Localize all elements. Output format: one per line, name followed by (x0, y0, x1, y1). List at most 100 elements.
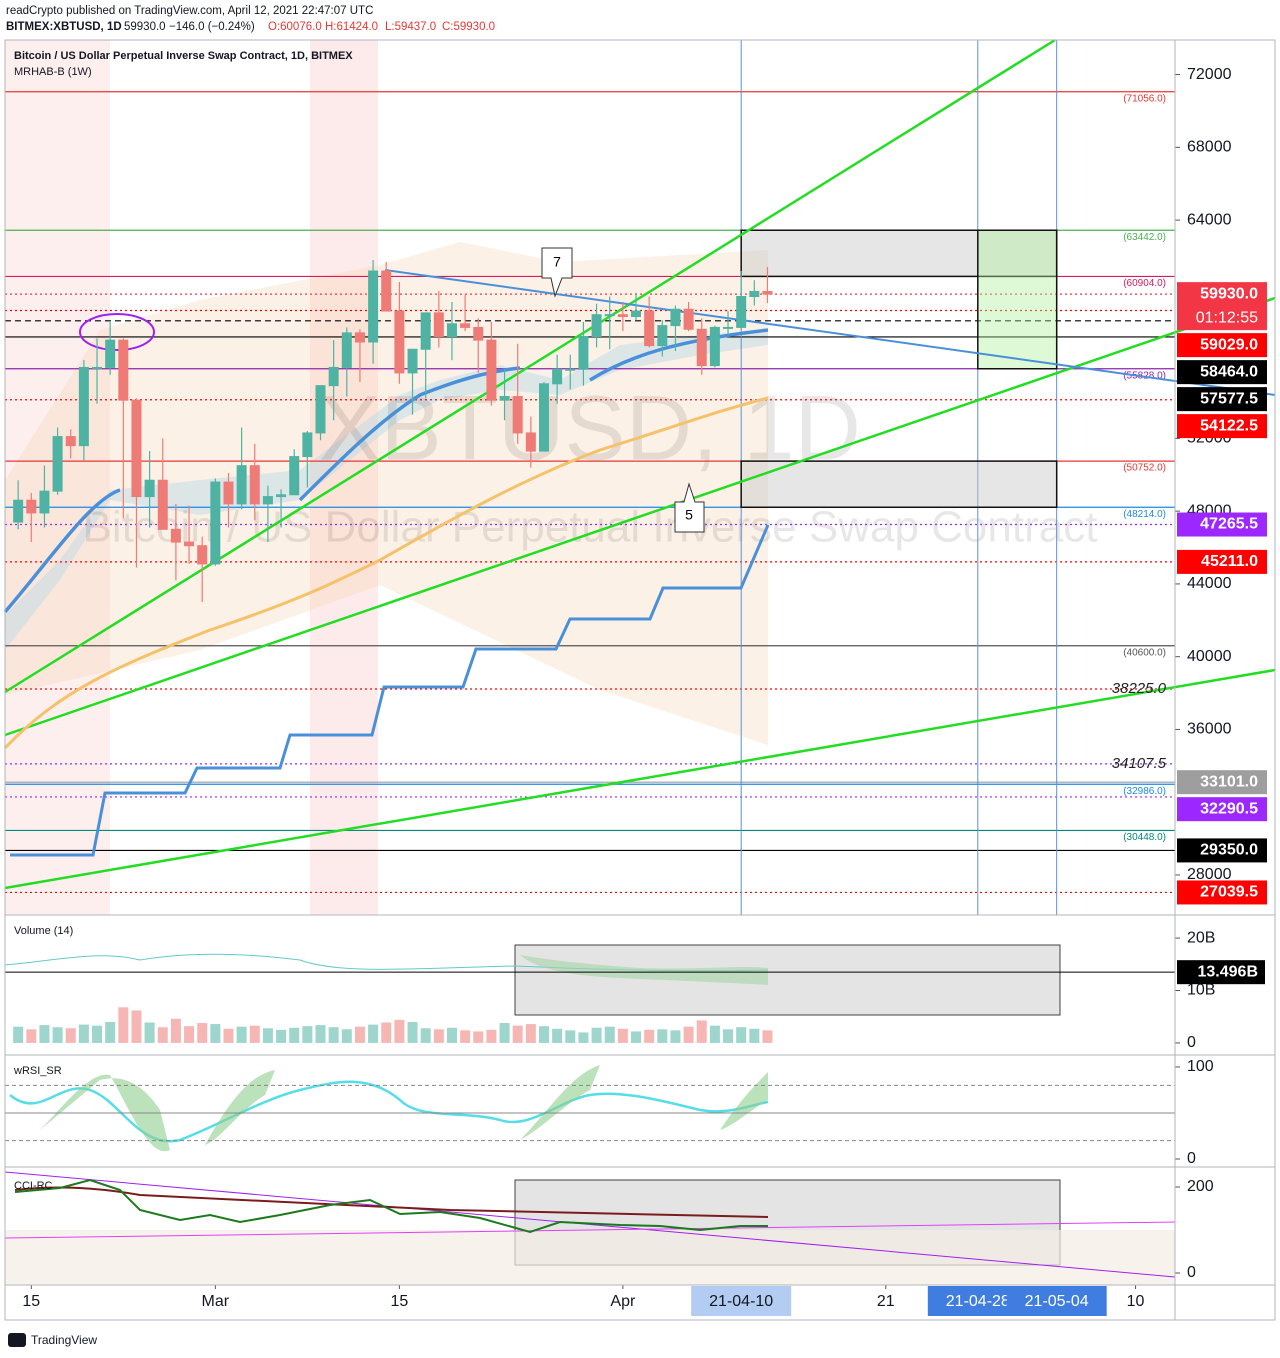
price-badge (1177, 360, 1267, 385)
rsi-title: wRSI_SR (13, 1065, 62, 1077)
marker-label-bg (691, 1286, 792, 1316)
candle-body (341, 332, 352, 368)
volume-bar (249, 1025, 260, 1043)
candle-body (670, 308, 681, 327)
frame-border (4, 39, 1276, 1321)
price-badge (1177, 387, 1267, 412)
price-badge-label: 32290.5 (1200, 800, 1258, 817)
candle-body (105, 339, 116, 368)
candle-body (26, 499, 37, 514)
footer: TradingView (8, 1333, 97, 1347)
cci-line (14, 1178, 768, 1234)
volume-bar (736, 1027, 747, 1043)
volume-bar (473, 1031, 484, 1043)
price-badge-label: 58464.0 (1200, 363, 1258, 380)
volume-bar (328, 1027, 339, 1043)
rsi-line (9, 1080, 769, 1143)
volume-badge-label: 13.496B (1198, 963, 1259, 980)
change: −146.0 (−0.24%) (169, 21, 255, 33)
level-label: (40600.0) (1123, 647, 1166, 658)
marker-label: 21-04-10 (709, 1293, 773, 1310)
volume-bar (276, 1029, 287, 1043)
cci-title: CCI-RC (14, 1180, 53, 1192)
callout-box (541, 247, 573, 298)
volume-bar (460, 1030, 471, 1043)
trendline (4, 668, 1276, 890)
volume-bar (696, 1020, 707, 1043)
volume-bar (52, 1027, 63, 1043)
volume-bar (565, 1030, 576, 1043)
candle-body (394, 310, 405, 374)
volume-bar (709, 1025, 720, 1043)
candle-body (328, 366, 339, 387)
volume-bar (499, 1023, 510, 1043)
candle-body (52, 436, 63, 492)
candle-body (210, 481, 221, 565)
y-tick-label: 40000 (1187, 648, 1232, 665)
volume-bar (210, 1024, 221, 1043)
axes: 21-04-1021-04-2821-05-047200068000640005… (5, 66, 1232, 1316)
cci-band (5, 1230, 1175, 1285)
volume-bar (92, 1025, 103, 1043)
volume-bar (433, 1029, 444, 1043)
vol-ribbon (520, 955, 768, 985)
candle-body (644, 310, 655, 347)
y-tick-label: 68000 (1187, 139, 1232, 156)
candle-body (92, 366, 103, 369)
volume-bar (354, 1026, 365, 1043)
candle-body (604, 314, 615, 317)
price-tag: 38225.0 (1112, 680, 1167, 697)
candle-body (368, 270, 379, 343)
ellipse (79, 313, 155, 351)
callout-label: 5 (685, 507, 693, 523)
level-label: (50752.0) (1123, 463, 1166, 474)
candle-body (170, 528, 181, 543)
candle-body (473, 326, 484, 341)
volume-bar (723, 1029, 734, 1043)
level-label: (63442.0) (1123, 232, 1166, 243)
candle-body (552, 368, 563, 385)
trendline (4, 38, 1056, 694)
candle-body (631, 310, 642, 318)
candle-body (420, 312, 431, 350)
publisher-line: readCrypto published on TradingView.com,… (6, 5, 373, 17)
candle-body (302, 432, 313, 458)
candle-body (683, 308, 694, 330)
volume-bar (617, 1028, 628, 1043)
open: O:60076.0 (268, 21, 322, 33)
frame (4, 39, 1276, 1321)
candle-body (617, 314, 628, 318)
candle-body (407, 348, 418, 374)
volume-bar (512, 1025, 523, 1043)
price-badge-label: 57577.5 (1200, 390, 1258, 407)
price-badge-label: 54122.5 (1200, 417, 1258, 434)
candle-body (696, 328, 707, 367)
callout: 5 (674, 482, 705, 533)
volume-bar (591, 1027, 602, 1043)
volume-bar (78, 1024, 89, 1043)
levels: (71056.0)(63442.0)(60904.0)(55828.0)(507… (5, 40, 1175, 915)
low: L:59437.0 (385, 21, 436, 33)
candles (13, 260, 773, 603)
price-badge (1177, 797, 1267, 822)
cci-trend (4, 1221, 1176, 1239)
candle-body (723, 326, 734, 329)
volume-bar (236, 1026, 247, 1043)
watermark: XBTUSD, 1D (319, 377, 861, 479)
candle-body (249, 465, 260, 505)
volume-bar (131, 1010, 142, 1043)
last-price: 59930.0 (124, 21, 166, 33)
range-box (740, 229, 1058, 278)
candle-body (709, 326, 720, 367)
volume-bar (105, 1021, 116, 1043)
candle-body (262, 496, 273, 505)
volume-bar (118, 1007, 129, 1043)
level-label: (71056.0) (1123, 93, 1166, 104)
candle-body (736, 295, 747, 328)
volume-bar (657, 1029, 668, 1043)
brand-logo (8, 1333, 26, 1347)
price-badge (1177, 333, 1267, 358)
trendline (4, 296, 1276, 737)
